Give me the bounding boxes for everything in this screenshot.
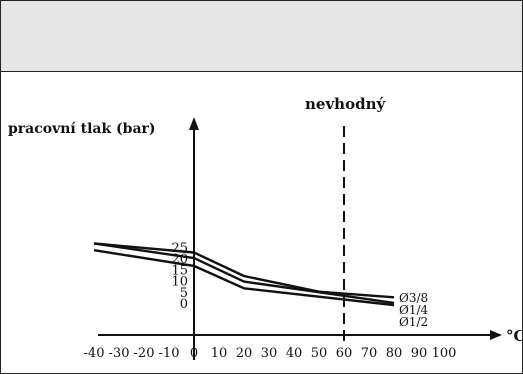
x-tick-label: 100 — [432, 346, 457, 361]
x-tick-label: 10 — [211, 346, 228, 361]
x-axis-label: °C — [506, 327, 523, 345]
y-tick-label: 25 — [171, 241, 188, 256]
y-tick-label: 0 — [180, 297, 188, 312]
series-line — [93, 242, 395, 305]
series-line — [93, 242, 395, 299]
series-label: Ø3/8 — [399, 291, 428, 305]
x-tick-label: 30 — [261, 346, 278, 361]
y-tick-label: 10 — [171, 275, 188, 290]
series-label: Ø1/4 — [399, 303, 429, 317]
series-line — [93, 249, 395, 307]
x-tick-label: 60 — [336, 346, 353, 361]
x-tick-label: 90 — [411, 346, 428, 361]
unsuitable-annotation: nevhodný — [305, 95, 386, 113]
y-tick-label: 5 — [180, 286, 188, 301]
x-tick-label: 70 — [361, 346, 378, 361]
x-tick-label: -30 — [109, 346, 130, 361]
x-axis-arrow — [490, 330, 502, 340]
x-tick-label: 0 — [190, 346, 198, 361]
y-tick-label: 15 — [171, 263, 188, 278]
x-tick-label: 50 — [311, 346, 328, 361]
x-tick-label: -40 — [84, 346, 105, 361]
x-tick-label: 80 — [386, 346, 403, 361]
x-tick-label: 40 — [286, 346, 303, 361]
header-band — [0, 0, 523, 72]
y-axis-arrow — [189, 117, 199, 130]
x-tick-label: 20 — [236, 346, 253, 361]
x-tick-label: -10 — [159, 346, 180, 361]
x-tick-label: -20 — [134, 346, 155, 361]
y-axis-label: pracovní tlak (bar) — [8, 121, 156, 137]
series-label: Ø1/2 — [399, 315, 428, 329]
